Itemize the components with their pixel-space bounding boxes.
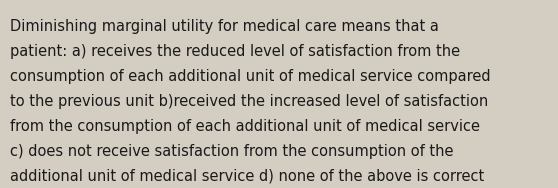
Text: patient: a) receives the reduced level of satisfaction from the: patient: a) receives the reduced level o…: [10, 44, 460, 59]
Text: c) does not receive satisfaction from the consumption of the: c) does not receive satisfaction from th…: [10, 144, 454, 159]
Text: Diminishing marginal utility for medical care means that a: Diminishing marginal utility for medical…: [10, 19, 439, 34]
Text: from the consumption of each additional unit of medical service: from the consumption of each additional …: [10, 119, 480, 134]
Text: to the previous unit b)received the increased level of satisfaction: to the previous unit b)received the incr…: [10, 94, 488, 109]
Text: consumption of each additional unit of medical service compared: consumption of each additional unit of m…: [10, 69, 490, 84]
Text: additional unit of medical service d) none of the above is correct: additional unit of medical service d) no…: [10, 169, 484, 184]
